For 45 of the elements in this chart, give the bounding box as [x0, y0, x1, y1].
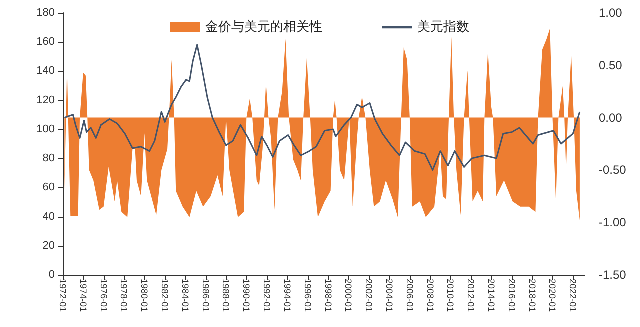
legend-label: 美元指数 [418, 19, 470, 35]
x-tick-label: 2004-01 [384, 279, 394, 312]
x-tick-label: 2010-01 [446, 279, 456, 312]
x-tick-label: 1978-01 [119, 279, 130, 312]
x-tick-label: 1974-01 [78, 279, 88, 312]
x-tick-label: 1990-01 [242, 279, 252, 312]
x-tick-label: 2006-01 [404, 279, 415, 312]
y2-tick-label: -0.50 [599, 163, 627, 178]
x-tick-label: 1996-01 [302, 279, 313, 312]
x-tick-label: 2012-01 [466, 279, 476, 312]
line-series [64, 44, 581, 171]
y2-tick-label: -1.00 [599, 216, 627, 230]
y2-tick-label: 1.00 [599, 6, 623, 20]
x-tick-label: 1994-01 [282, 279, 292, 312]
x-tick-label: 2002-01 [364, 279, 374, 312]
x-tick-label: 1986-01 [200, 279, 211, 312]
y-tick-label: 60 [42, 182, 55, 194]
x-tick-label: 1998-01 [323, 279, 334, 312]
y-tick-label: 160 [36, 36, 55, 48]
y-tick-label: 40 [42, 210, 55, 223]
y2-tick-label: 0.50 [599, 58, 623, 72]
y-tick-label: 0 [48, 269, 55, 281]
x-tick-label: 1972-01 [58, 279, 68, 312]
x-tick-label: 2018-01 [527, 279, 538, 312]
x-tick-label: 1992-01 [262, 279, 272, 312]
y-tick-label: 140 [36, 65, 55, 78]
x-tick-label: 2016-01 [506, 279, 517, 312]
y-tick-label: 120 [36, 94, 55, 106]
x-tick-label: 1976-01 [98, 279, 109, 312]
y2-tick-label: -1.50 [599, 268, 627, 282]
y-tick-label: 100 [36, 123, 55, 136]
y-tick-label: 180 [36, 7, 55, 19]
x-tick-label: 1984-01 [180, 279, 190, 312]
y2-tick-label: 0.00 [599, 110, 623, 125]
x-tick-label: 1988-01 [221, 279, 232, 312]
x-tick-label: 2000-01 [344, 279, 354, 312]
x-tick-label: 2008-01 [425, 279, 436, 312]
x-tick-label: 2020-01 [548, 279, 558, 312]
x-tick-label: 1982-01 [160, 279, 170, 312]
x-tick-label: 1980-01 [140, 279, 150, 312]
legend-label: 金价与美元的相关性 [206, 19, 322, 35]
y-tick-label: 80 [42, 152, 55, 165]
x-tick-label: 2014-01 [486, 279, 497, 312]
x-tick-label: 2022-01 [568, 279, 578, 312]
y-tick-label: 20 [42, 240, 55, 252]
